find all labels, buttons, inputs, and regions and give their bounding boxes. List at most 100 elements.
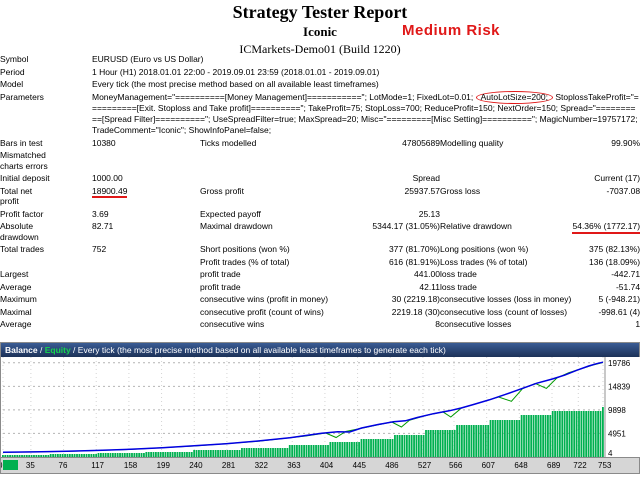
- lots-bar: [119, 453, 121, 457]
- table-cell: Every tick (the most precise method base…: [92, 79, 379, 89]
- lots-bar: [602, 407, 604, 457]
- table-cell: 5344.17 (31.05%): [372, 221, 440, 231]
- lots-bar: [444, 430, 447, 457]
- balance-line: [2, 361, 604, 453]
- table-row: Parameters MoneyManagement="==========[Mo…: [0, 90, 640, 137]
- equity-line: [2, 362, 604, 453]
- lots-bar: [365, 439, 368, 457]
- lots-bar: [592, 411, 595, 457]
- lots-bar: [135, 453, 138, 457]
- lots-bar: [193, 450, 196, 457]
- red-underline-annotation: 18900.49: [92, 186, 128, 198]
- table-cell: loss trade: [440, 281, 477, 292]
- lots-bar: [288, 445, 291, 457]
- x-tick-label: 607: [481, 461, 496, 470]
- lots-bar: [298, 445, 301, 457]
- lots-bar: [484, 425, 487, 457]
- table-row: Mismatched charts errors: [0, 149, 640, 172]
- lots-bar: [207, 450, 210, 457]
- lots-bar: [169, 452, 172, 457]
- page-title: Strategy Tester Report: [232, 2, 408, 22]
- lots-bar: [209, 450, 212, 457]
- lots-bar: [40, 455, 43, 457]
- lots-bar: [80, 454, 83, 457]
- lots-bar: [425, 430, 427, 457]
- x-tick-label: 648: [514, 461, 528, 470]
- table-cell: EURUSD (Euro vs US Dollar): [92, 54, 204, 64]
- lots-bar: [200, 450, 203, 457]
- lots-bar: [432, 430, 435, 457]
- lots-bar: [250, 448, 253, 457]
- lots-bar: [351, 442, 353, 457]
- x-tick-label: 363: [287, 461, 301, 470]
- lots-bar: [195, 450, 198, 457]
- x-tick-label: 566: [448, 461, 463, 470]
- risk-annotation: Medium Risk: [402, 22, 501, 39]
- lots-bar: [107, 453, 109, 457]
- equity-label: Equity: [44, 345, 71, 355]
- lots-bar: [33, 455, 35, 457]
- lots-bar: [372, 439, 375, 457]
- lots-bar: [382, 439, 384, 457]
- lots-bar: [523, 415, 525, 457]
- lots-bar: [21, 455, 23, 457]
- lots-bar: [236, 450, 239, 457]
- lots-bar: [181, 452, 184, 457]
- table-cell: consecutive wins: [200, 319, 265, 329]
- lots-bar: [307, 445, 310, 457]
- lots-bar: [85, 454, 88, 457]
- lots-bar: [257, 448, 260, 457]
- lots-bar: [453, 430, 456, 457]
- report-header: Strategy Tester Report Iconic ICMarkets-…: [0, 2, 640, 57]
- lots-bar: [449, 430, 451, 457]
- lots-bar: [530, 415, 533, 457]
- lots-bar: [563, 411, 566, 457]
- lots-bar: [59, 454, 62, 457]
- lots-bar: [171, 452, 174, 457]
- lots-bar: [339, 442, 341, 457]
- lots-bar: [205, 450, 207, 457]
- lots-bar: [511, 420, 513, 457]
- lots-bar: [468, 425, 470, 457]
- lots-bar: [439, 430, 442, 457]
- table-cell: Relative drawdown: [440, 221, 512, 231]
- lots-bar: [539, 415, 542, 457]
- lots-bar: [336, 442, 339, 457]
- table-cell: Ticks modelled: [200, 137, 257, 148]
- lots-bar: [343, 442, 346, 457]
- table-cell: 5 (-948.21): [598, 294, 640, 304]
- table-cell: Parameters: [0, 91, 44, 102]
- lots-bar: [214, 450, 217, 457]
- table-cell: consecutive loss (count of losses): [440, 306, 568, 317]
- lots-bar: [224, 450, 227, 457]
- table-cell: Model: [0, 79, 24, 89]
- table-row: Model Every tick (the most precise method…: [0, 78, 640, 91]
- table-row: Profit factor 3.69 Expected payoff 25.13: [0, 208, 640, 221]
- table-cell: 42.11: [419, 281, 440, 292]
- table-row: Total trades 752 Short positions (won %) 37…: [0, 243, 640, 256]
- lots-bar: [54, 454, 57, 457]
- lots-bar: [47, 455, 50, 457]
- x-tick-label: 689: [547, 461, 561, 470]
- lots-bar: [384, 439, 387, 457]
- lots-bar: [188, 452, 191, 457]
- lots-bar: [437, 430, 439, 457]
- lots-bar: [396, 435, 399, 457]
- table-cell: 1: [635, 319, 640, 329]
- lots-bar: [319, 445, 322, 457]
- lots-bar: [367, 439, 370, 457]
- lots-bar: [417, 435, 420, 457]
- lots-bar: [570, 411, 573, 457]
- lots-bar: [260, 448, 262, 457]
- lots-bar: [458, 425, 461, 457]
- lots-bar: [83, 454, 86, 457]
- table-cell: Maximum: [0, 294, 37, 304]
- table-cell: [440, 208, 558, 221]
- lots-bar: [45, 455, 47, 457]
- lots-bar: [6, 455, 9, 457]
- table-cell: Mismatched charts errors: [0, 150, 48, 171]
- table-cell: Profit trades (% of total): [200, 256, 290, 267]
- lots-bar: [231, 450, 234, 457]
- lots-bar: [116, 453, 119, 457]
- lots-bar: [303, 445, 305, 457]
